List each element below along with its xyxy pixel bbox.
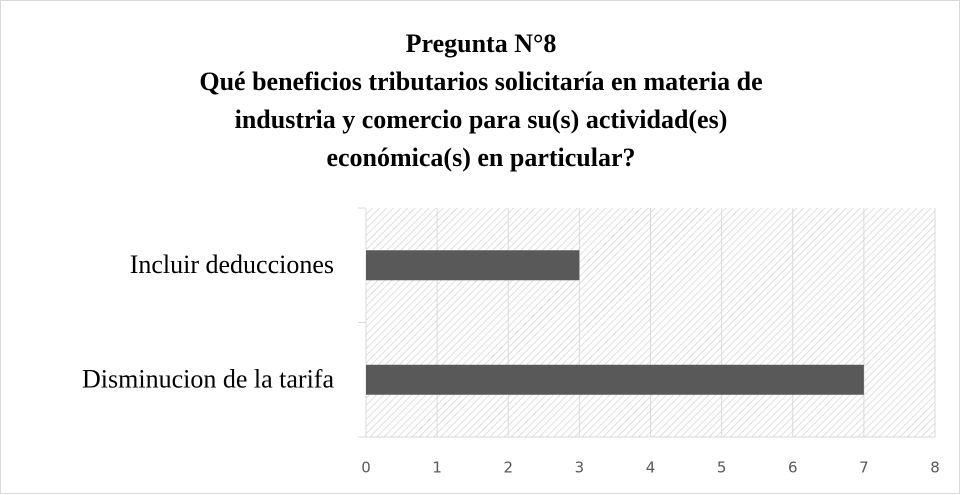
x-tick-label: 0 bbox=[361, 459, 371, 477]
x-tick-label: 2 bbox=[503, 459, 513, 477]
x-tick-label: 4 bbox=[646, 459, 656, 477]
x-tick-label: 3 bbox=[575, 459, 585, 477]
x-tick-label: 5 bbox=[717, 459, 727, 477]
y-tick-label: Disminucion de la tarifa bbox=[82, 365, 334, 394]
chart-subtitle: Qué beneficios tributarios solicitaría e… bbox=[199, 67, 762, 96]
x-tick-label: 8 bbox=[930, 459, 940, 477]
x-tick-label: 1 bbox=[432, 459, 442, 477]
bar bbox=[366, 250, 580, 281]
chart-subtitle: industria y comercio para su(s) activida… bbox=[235, 105, 728, 134]
bar bbox=[366, 364, 864, 395]
x-tick-label: 6 bbox=[788, 459, 798, 477]
chart-title: Pregunta N°8 bbox=[406, 29, 557, 58]
chart-subtitle: económica(s) en particular? bbox=[326, 143, 635, 172]
x-tick-label: 7 bbox=[859, 459, 869, 477]
y-tick-label: Incluir deducciones bbox=[130, 250, 334, 279]
